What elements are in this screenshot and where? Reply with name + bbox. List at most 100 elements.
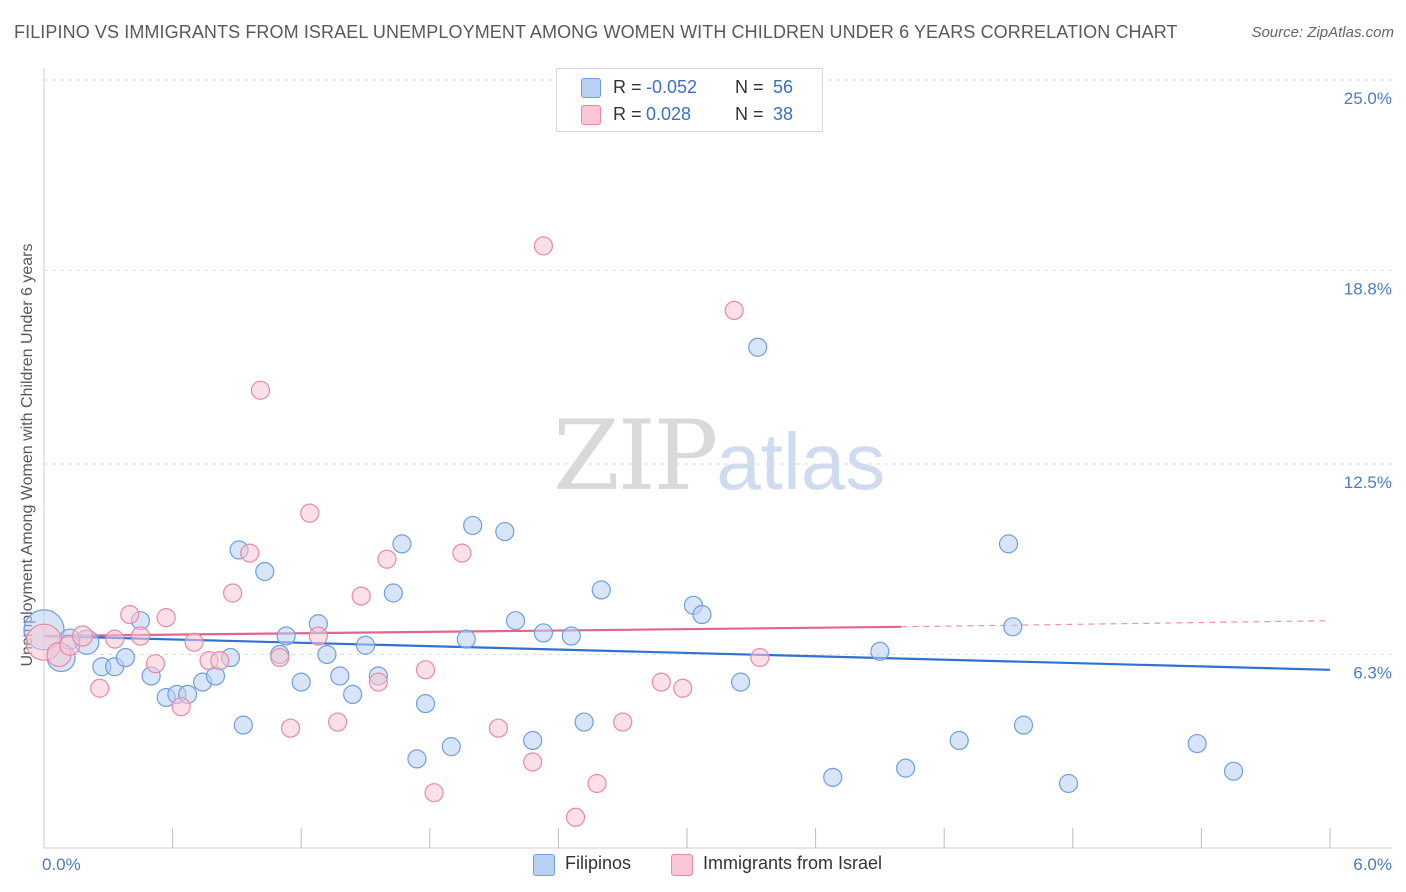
data-point — [495, 521, 515, 542]
data-point — [456, 629, 476, 649]
data-point — [343, 684, 363, 705]
x-tick-label: 6.0% — [1353, 855, 1392, 874]
data-point — [171, 697, 191, 717]
legend-swatch-israel — [671, 854, 693, 876]
tick-labels: 6.3% 12.5% 18.8% 25.0% 0.0% 6.0% — [42, 89, 1392, 874]
data-point — [673, 678, 693, 698]
series-legend: Filipinos Immigrants from Israel — [0, 852, 1406, 878]
data-point — [533, 236, 553, 256]
data-point — [452, 543, 472, 563]
legend-n-value: 38 — [773, 104, 794, 124]
data-point — [233, 715, 253, 735]
y-tick-label: 6.3% — [1353, 663, 1392, 682]
data-point — [250, 380, 271, 400]
legend-swatch-israel — [581, 105, 601, 125]
data-point — [280, 718, 301, 738]
watermark: ZIPatlas — [553, 400, 885, 512]
data-point — [105, 629, 125, 649]
data-point — [1187, 733, 1207, 754]
data-point — [355, 635, 376, 655]
correlation-legend: R = -0.052 N = 56 R = 0.028 N = 38 — [556, 68, 823, 132]
data-point — [415, 694, 436, 714]
data-point — [998, 534, 1019, 554]
data-point — [330, 666, 350, 686]
data-point — [488, 718, 508, 738]
data-point — [156, 607, 176, 628]
data-point — [424, 783, 444, 803]
data-point — [523, 752, 543, 772]
data-point — [591, 580, 611, 600]
data-point — [587, 773, 607, 794]
legend-r-value: 0.028 — [646, 104, 692, 124]
data-point — [300, 503, 320, 523]
data-point — [210, 651, 230, 671]
data-point — [561, 626, 581, 646]
data-point — [724, 300, 744, 320]
legend-n-label: N = — [735, 104, 764, 124]
data-point — [71, 625, 94, 647]
data-point — [748, 337, 768, 357]
legend-label-filipinos: Filipinos — [565, 853, 632, 873]
data-point — [823, 767, 843, 787]
data-point — [949, 730, 969, 751]
trend-line — [43, 634, 1331, 671]
data-point — [328, 712, 348, 732]
data-point — [523, 730, 543, 751]
legend-r-value: -0.052 — [646, 77, 698, 97]
data-point — [368, 672, 388, 692]
data-point — [255, 561, 275, 582]
data-point — [270, 647, 290, 668]
data-point — [692, 604, 712, 625]
legend-n-label: N = — [735, 77, 764, 97]
data-point — [441, 737, 461, 757]
data-point — [1058, 773, 1079, 794]
data-point — [463, 515, 483, 536]
data-point — [896, 758, 916, 778]
source-credit: Source: ZipAtlas.com — [1251, 24, 1394, 41]
y-tick-label: 18.8% — [1344, 279, 1392, 298]
data-point — [377, 549, 397, 569]
data-point — [145, 654, 166, 674]
data-point — [1003, 617, 1023, 637]
data-point — [565, 807, 586, 827]
data-point — [223, 583, 243, 603]
legend-swatch-filipinos — [533, 854, 555, 876]
data-point — [317, 644, 337, 665]
data-point — [505, 611, 526, 631]
data-point — [574, 712, 594, 732]
gridlines — [44, 79, 1392, 655]
chart-title: FILIPINO VS IMMIGRANTS FROM ISRAEL UNEMP… — [14, 22, 1178, 42]
y-tick-label: 12.5% — [1344, 473, 1392, 492]
legend-label-israel: Immigrants from Israel — [703, 853, 883, 873]
data-point — [613, 712, 633, 732]
data-point — [1223, 761, 1244, 781]
legend-r-label: R = — [613, 104, 642, 124]
data-point — [392, 534, 412, 554]
data-point — [730, 672, 751, 692]
data-point — [383, 583, 403, 603]
data-point — [1013, 715, 1034, 735]
y-tick-label: 25.0% — [1344, 89, 1392, 108]
data-points — [23, 236, 1244, 827]
legend-r-label: R = — [613, 77, 642, 97]
data-point — [276, 626, 296, 646]
data-point — [750, 647, 770, 668]
data-point — [870, 641, 890, 661]
data-point — [240, 543, 260, 563]
watermark-zip: ZIP — [553, 400, 718, 512]
data-point — [130, 626, 151, 646]
data-point — [120, 604, 140, 625]
data-point — [308, 626, 328, 646]
data-point — [184, 632, 204, 652]
data-point — [351, 586, 371, 606]
trend-line — [43, 625, 902, 638]
legend-n-value: 56 — [773, 77, 794, 97]
legend-swatch-filipinos — [581, 78, 601, 98]
trend-lines — [43, 620, 1331, 671]
data-point — [407, 749, 427, 769]
x-tick-label: 0.0% — [42, 855, 81, 874]
data-point — [90, 678, 110, 698]
data-point — [533, 623, 553, 643]
watermark-atlas: atlas — [716, 417, 886, 506]
